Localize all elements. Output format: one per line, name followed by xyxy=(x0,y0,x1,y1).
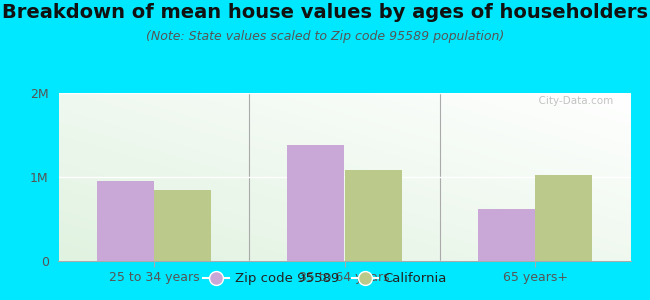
Text: Breakdown of mean house values by ages of householders: Breakdown of mean house values by ages o… xyxy=(2,3,648,22)
Bar xyxy=(287,145,344,261)
Bar xyxy=(344,170,402,261)
Bar xyxy=(535,175,592,261)
Text: (Note: State values scaled to Zip code 95589 population): (Note: State values scaled to Zip code 9… xyxy=(146,30,504,43)
Bar xyxy=(154,190,211,261)
Text: City-Data.com: City-Data.com xyxy=(532,96,614,106)
Bar xyxy=(478,209,535,261)
Legend: Zip code 95589, California: Zip code 95589, California xyxy=(198,267,452,290)
Bar xyxy=(97,181,154,261)
